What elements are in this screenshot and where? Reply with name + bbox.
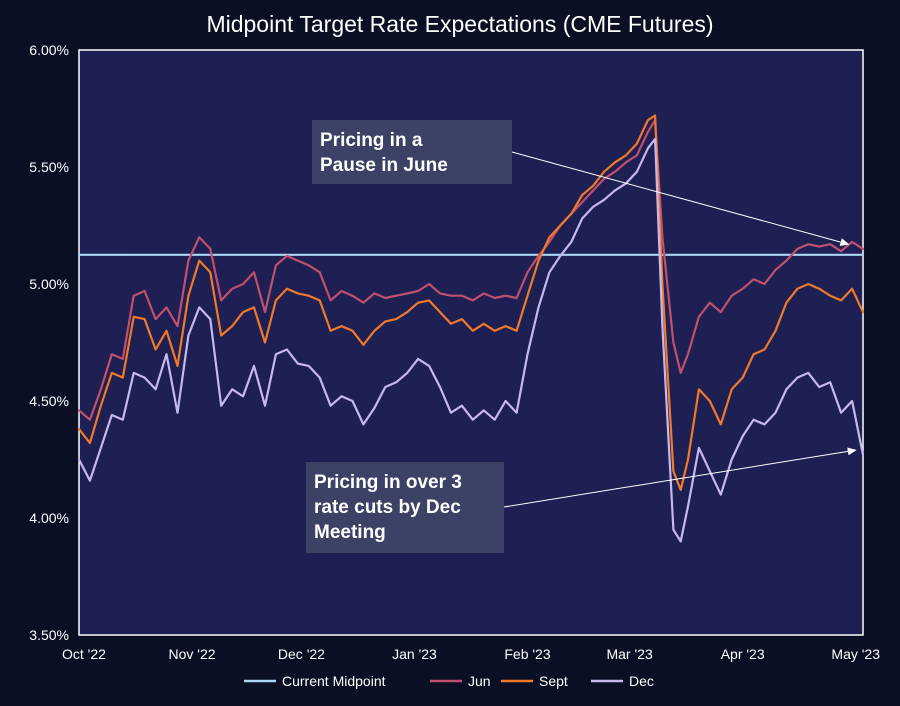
legend-item-sept: Sept [501,673,568,689]
annotation-text-1-1: Pricing in a [320,130,423,151]
series-line-jun [77,119,865,421]
annotation-box-2 [306,462,504,553]
annotation-text-2-2: rate cuts by Dec [314,497,461,518]
annotation-layer: Pricing in a Pause in June Pricing in over… [306,120,857,553]
y-tick-label: 3.50% [29,627,69,643]
legend-item-current-midpoint: Current Midpoint [244,673,386,689]
x-axis: Oct '22 Nov '22 Dec '22 Jan '23 Feb '23 Mar '… [62,646,880,662]
x-tick-label: May '23 [831,646,880,662]
legend: Current Midpoint Jun Sept Dec [244,673,654,689]
y-tick-label: 5.00% [29,276,69,292]
legend-item-jun: Jun [430,673,491,689]
legend-label: Current Midpoint [282,673,386,689]
x-tick-label: Feb '23 [504,646,550,662]
x-tick-label: Oct '22 [62,646,106,662]
y-tick-label: 5.50% [29,159,69,175]
series-line-dec [77,137,865,543]
y-tick-label: 6.00% [29,42,69,58]
legend-label: Sept [539,673,568,689]
y-tick-label: 4.00% [29,510,69,526]
y-tick-label: 4.50% [29,393,69,409]
x-tick-label: Dec '22 [278,646,325,662]
chart-title: Midpoint Target Rate Expectations (CME F… [206,11,713,37]
annotation-box-1 [312,120,512,184]
annotation-text-2-1: Pricing in over 3 [314,472,462,493]
annotation-arrow-1 [511,151,850,246]
series-layer [77,114,865,543]
legend-label: Dec [629,673,654,689]
annotation-text-2-3: Meeting [314,522,386,543]
legend-label: Jun [468,673,491,689]
x-tick-label: Apr '23 [721,646,765,662]
annotation-arrow-2 [503,447,857,508]
x-tick-label: Mar '23 [606,646,652,662]
series-line-sept [77,114,865,491]
y-axis: 3.50% 4.00% 4.50% 5.00% 5.50% 6.00% [29,42,69,643]
x-tick-label: Jan '23 [392,646,437,662]
legend-item-dec: Dec [591,673,654,689]
x-tick-label: Nov '22 [169,646,216,662]
annotation-text-1-2: Pause in June [320,155,448,176]
